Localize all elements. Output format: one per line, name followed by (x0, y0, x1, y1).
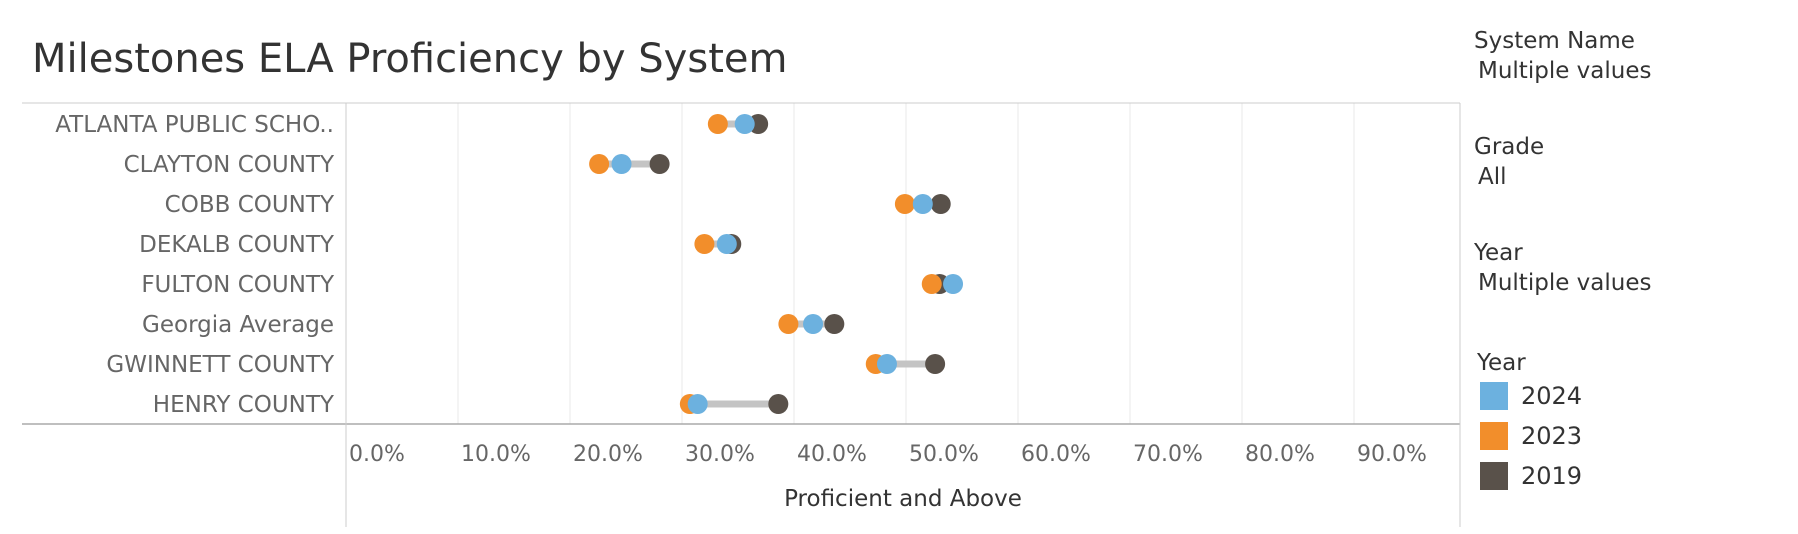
legend-label-2024: 2024 (1521, 382, 1583, 410)
dot-2024 (876, 354, 897, 374)
dot-2023 (589, 154, 610, 174)
row-labels: ATLANTA PUBLIC SCHO.. CLAYTON COUNTY COBB … (55, 112, 335, 418)
x-axis-label: Proficient and Above (784, 486, 1022, 512)
row-label: GWINNETT COUNTY (106, 352, 335, 378)
legend-item-2023[interactable]: 2023 (1480, 421, 1582, 451)
x-tick-label: 40.0% (797, 442, 867, 467)
gridlines (457, 103, 1355, 424)
dot-2024 (687, 394, 708, 414)
x-tick-label: 50.0% (909, 442, 979, 467)
dot-2023 (694, 234, 715, 254)
dot-2024 (734, 114, 755, 134)
dot-2019 (768, 394, 789, 414)
dot-2024 (611, 154, 632, 174)
dot-2023 (707, 114, 728, 134)
dot-2023 (778, 314, 799, 334)
dumbbell-chart: ATLANTA PUBLIC SCHO.. CLAYTON COUNTY COBB … (22, 102, 1461, 527)
row-label: CLAYTON COUNTY (124, 152, 335, 178)
row-label: FULTON COUNTY (141, 272, 335, 298)
dot-2019 (925, 354, 946, 374)
filter-grade-label: Grade (1474, 134, 1545, 160)
row-label: HENRY COUNTY (153, 392, 335, 418)
dot-2019 (824, 314, 845, 334)
x-tick-label: 70.0% (1133, 442, 1203, 467)
row-label: Georgia Average (142, 312, 334, 338)
x-tick-label: 80.0% (1245, 442, 1315, 467)
row-label: COBB COUNTY (165, 192, 335, 218)
row-label: DEKALB COUNTY (139, 232, 335, 258)
legend-swatch-2023 (1480, 422, 1508, 450)
legend-title: Year (1477, 350, 1526, 376)
dot-2024 (716, 234, 737, 254)
legend-item-2024[interactable]: 2024 (1480, 381, 1582, 411)
x-tick-label: 30.0% (685, 442, 755, 467)
row-label: ATLANTA PUBLIC SCHO.. (55, 112, 334, 138)
chart-title: Milestones ELA Proficiency by System (32, 36, 788, 82)
dot-2019 (649, 154, 670, 174)
dot-2024 (943, 274, 964, 294)
x-tick-label: 90.0% (1357, 442, 1427, 467)
legend-swatch-2024 (1480, 382, 1508, 410)
filter-year-label: Year (1474, 240, 1523, 266)
legend-swatch-2019 (1480, 462, 1508, 490)
dot-2024 (912, 194, 933, 214)
dot-2024 (803, 314, 824, 334)
x-axis-ticks: 0.0% 10.0% 20.0% 30.0% 40.0% 50.0% 60.0% 70.0% 8… (349, 442, 1427, 467)
legend-label-2019: 2019 (1521, 462, 1583, 490)
filter-grade-value[interactable]: All (1478, 164, 1507, 190)
x-tick-label: 0.0% (349, 442, 405, 467)
x-tick-label: 20.0% (573, 442, 643, 467)
chart-frame (22, 102, 1461, 527)
dot-2023 (921, 274, 942, 294)
filter-system-name-value[interactable]: Multiple values (1478, 58, 1652, 84)
data-points (589, 114, 964, 414)
x-tick-label: 60.0% (1021, 442, 1091, 467)
filter-system-name-label: System Name (1474, 28, 1635, 54)
legend-item-2019[interactable]: 2019 (1480, 461, 1582, 491)
dot-2023 (894, 194, 915, 214)
legend-label-2023: 2023 (1521, 422, 1583, 450)
x-tick-label: 10.0% (461, 442, 531, 467)
filter-year-value[interactable]: Multiple values (1478, 270, 1652, 296)
dot-2019 (930, 194, 951, 214)
